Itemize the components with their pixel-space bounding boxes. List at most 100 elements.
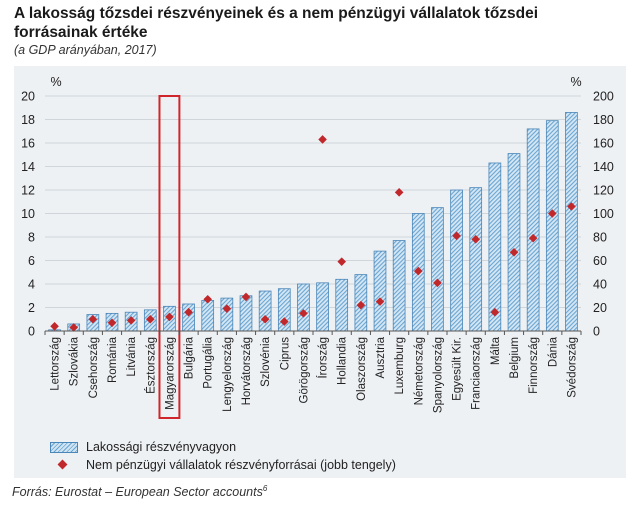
category-label-Lengyelország: Lengyelország (222, 337, 234, 412)
category-label-Olaszország: Olaszország (356, 337, 368, 401)
diamond-Málta (490, 307, 500, 317)
left-tick-label: 14 (21, 160, 35, 174)
category-label-Portugália: Portugália (203, 336, 215, 388)
diamond-Horvátország (241, 292, 251, 302)
bar-Ausztria (373, 250, 387, 332)
chart-area (14, 66, 626, 478)
category-label-Görögország: Görögország (298, 337, 310, 403)
diamond-Dánia (547, 209, 557, 218)
left-tick-label: 6 (28, 254, 35, 268)
category-label-Finnország: Finnország (528, 337, 540, 394)
highlight-box (158, 95, 181, 419)
category-label-Luxemburg: Luxemburg (394, 337, 406, 395)
category-label-Svédország: Svédország (566, 337, 578, 398)
diamond-Spanyolország (433, 278, 442, 288)
category-label-Egyesült Kir.: Egyesült Kir. (452, 337, 464, 401)
bar-Finnország (526, 128, 540, 332)
diamond-Görögország (299, 309, 308, 318)
category-label-Németország: Németország (413, 337, 425, 405)
category-label-Spanyolország: Spanyolország (432, 337, 444, 413)
category-label-Ciprus: Ciprus (279, 337, 291, 370)
diamond-Svédország (567, 202, 576, 211)
bar-Belgium (507, 153, 521, 332)
bar-Egyesült Kir. (450, 189, 463, 332)
chart-subtitle: (a GDP arányában, 2017) (14, 43, 157, 57)
left-tick-label: 0 (28, 325, 35, 339)
diamond-Litvánia (126, 316, 136, 325)
left-tick-label: 8 (28, 231, 35, 245)
category-label-Belgium: Belgium (509, 337, 521, 379)
diamond-Finnország (528, 233, 538, 243)
left-tick-label: 18 (21, 113, 35, 127)
right-tick-label: 180 (593, 113, 614, 127)
bar-Dánia (545, 120, 559, 332)
diamond-Egyesült Kir. (452, 231, 461, 241)
diamond-Csehország (88, 314, 98, 324)
category-label-Ausztria: Ausztria (375, 336, 387, 378)
diamond-Románia (107, 318, 117, 328)
diamond-Szlovénia (260, 314, 270, 324)
right-tick-label: 160 (593, 137, 614, 151)
right-tick-label: 20 (593, 301, 607, 315)
legend-label-diamonds: Nem pénzügyi vállalatok részvényforrásai… (86, 458, 396, 472)
source-footnote: 6 (262, 484, 268, 493)
legend-bar-swatch (50, 441, 78, 453)
right-tick-label: 100 (593, 207, 614, 221)
category-label-Bulgária: Bulgária (184, 336, 196, 379)
tick-labels: 0 2 4 6 8 10 12 14 16 18 20% 0 20 40 60 80 100 120 140 160 1… (21, 75, 614, 413)
legend-diamond-swatch (50, 459, 78, 471)
bar-Írország (316, 282, 329, 332)
category-label-Szlovákia: Szlovákia (69, 336, 81, 386)
category-label-Lettország: Lettország (50, 337, 62, 391)
bar-Franciaország (469, 187, 483, 332)
left-tick-label: 12 (21, 184, 35, 198)
category-label-Írország: Írország (317, 337, 330, 379)
left-tick-label: 10 (21, 207, 35, 221)
diamond-Luxemburg (394, 188, 404, 197)
diamond-Portugália (203, 294, 213, 304)
diamond-Lettország (50, 322, 59, 331)
right-axis-unit: % (570, 75, 581, 89)
category-label-Szlovénia: Szlovénia (260, 336, 272, 386)
diamond-Hollandia (337, 257, 347, 266)
bar-Portugália (201, 300, 215, 332)
category-label-Észtország: Észtország (144, 337, 157, 394)
bar-series (48, 112, 578, 332)
bar-Svédország (565, 112, 578, 332)
category-label-Románia: Románia (107, 336, 119, 383)
axes (44, 330, 582, 335)
bar-Hollandia (335, 278, 349, 332)
category-label-Hollandia: Hollandia (337, 336, 349, 385)
left-tick-label: 2 (28, 301, 35, 315)
right-tick-label: 0 (593, 325, 600, 339)
right-tick-label: 40 (593, 278, 607, 292)
legend-label-bars: Lakossági részvényvagyon (86, 440, 237, 454)
category-label-Dánia: Dánia (547, 336, 559, 367)
category-label-Magyarország: Magyarország (164, 337, 176, 410)
diamond-Magyarország (165, 312, 174, 322)
diamond-Belgium (509, 247, 519, 257)
diamond-series (50, 135, 576, 332)
bar-Luxemburg (392, 240, 406, 332)
diamond-Németország (413, 266, 423, 276)
bar-Szlovénia (258, 290, 272, 332)
left-axis-unit: % (50, 75, 61, 89)
category-label-Franciaország: Franciaország (471, 337, 483, 410)
diamond-Szlovákia (69, 323, 79, 332)
left-tick-label: 20 (21, 90, 35, 104)
left-tick-label: 4 (28, 278, 35, 292)
legend-item-bars: Lakossági részvényvagyon (50, 438, 396, 456)
diamond-Franciaország (471, 235, 481, 244)
diamond-Ausztria (375, 297, 385, 306)
right-tick-label: 80 (593, 231, 607, 245)
category-label-Horvátország: Horvátország (241, 337, 253, 405)
diamond-Olaszország (356, 300, 366, 310)
highlight-group (158, 95, 181, 419)
legend: Lakossági részvényvagyon Nem pénzügyi vá… (50, 438, 396, 474)
category-label-Csehország: Csehország (88, 337, 100, 398)
bar-Görögország (297, 283, 310, 332)
right-tick-label: 120 (593, 184, 614, 198)
source-note: Forrás: Eurostat – European Sector accou… (12, 484, 267, 499)
category-label-Litvánia: Litvánia (126, 336, 138, 376)
